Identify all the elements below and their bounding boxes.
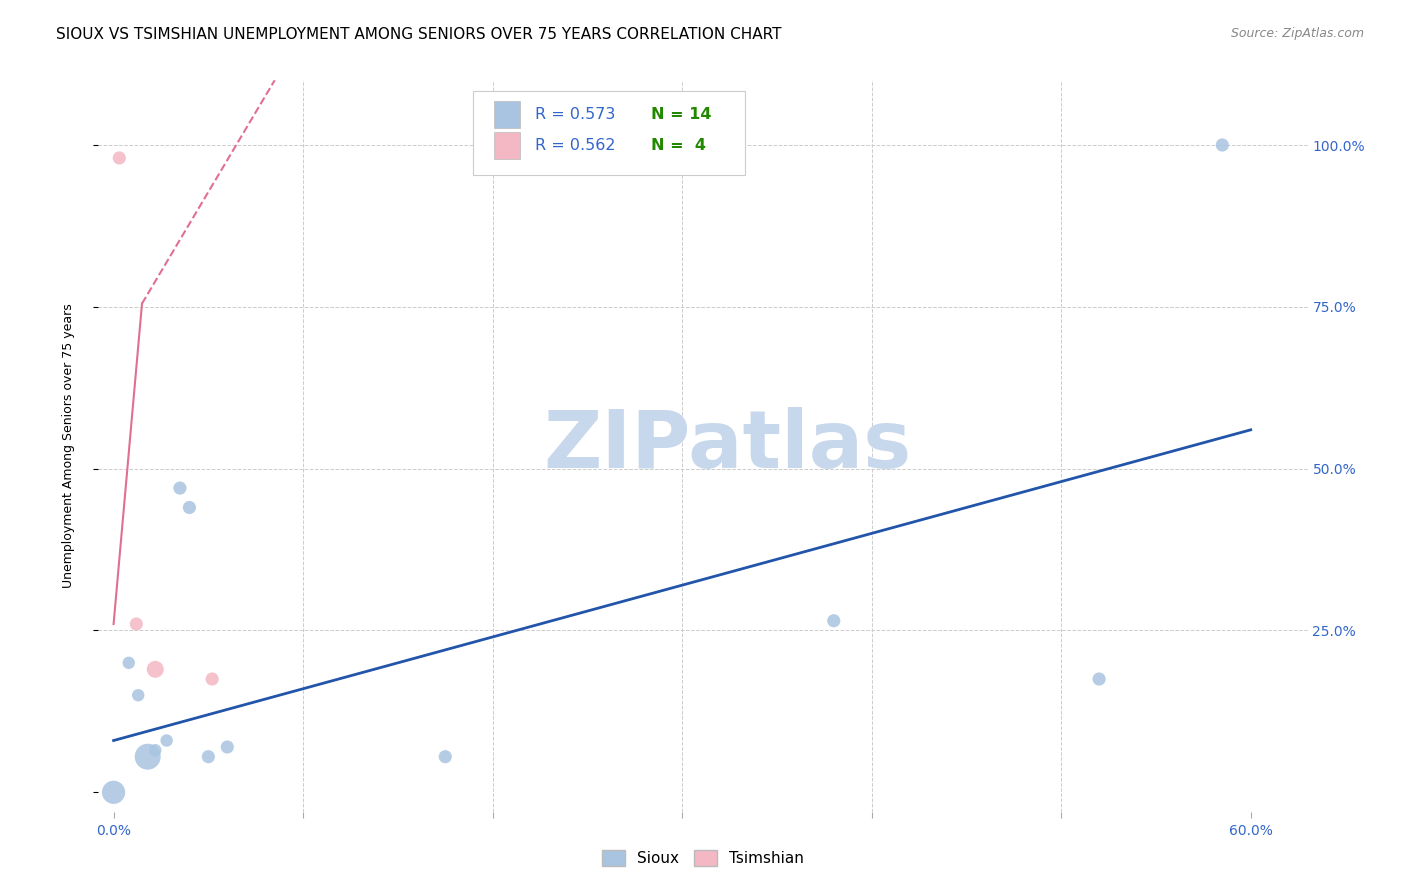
Point: [179, 500, 201, 515]
Point: [118, 656, 141, 670]
Point: [434, 749, 457, 764]
Point: [125, 617, 148, 632]
FancyBboxPatch shape: [474, 91, 745, 176]
Text: SIOUX VS TSIMSHIAN UNEMPLOYMENT AMONG SENIORS OVER 75 YEARS CORRELATION CHART: SIOUX VS TSIMSHIAN UNEMPLOYMENT AMONG SE…: [56, 27, 782, 42]
Point: [169, 481, 191, 495]
Text: Source: ZipAtlas.com: Source: ZipAtlas.com: [1230, 27, 1364, 40]
Text: N = 14: N = 14: [651, 107, 711, 122]
FancyBboxPatch shape: [494, 102, 520, 128]
Point: [143, 743, 166, 757]
Legend: Sioux, Tsimshian: Sioux, Tsimshian: [602, 850, 804, 866]
Y-axis label: Unemployment Among Seniors over 75 years: Unemployment Among Seniors over 75 years: [62, 303, 75, 589]
Text: R = 0.562: R = 0.562: [534, 138, 616, 153]
Point: [127, 688, 149, 702]
Point: [136, 749, 159, 764]
Point: [103, 785, 125, 799]
Text: ZIPatlas: ZIPatlas: [543, 407, 911, 485]
Point: [1211, 138, 1233, 153]
Point: [1088, 672, 1111, 686]
FancyBboxPatch shape: [494, 132, 520, 159]
Point: [823, 614, 845, 628]
Point: [201, 672, 224, 686]
Text: N =  4: N = 4: [651, 138, 706, 153]
Text: R = 0.573: R = 0.573: [534, 107, 616, 122]
Point: [197, 749, 219, 764]
Point: [156, 733, 179, 747]
Point: [143, 662, 166, 676]
Point: [108, 151, 131, 165]
Point: [217, 739, 239, 754]
